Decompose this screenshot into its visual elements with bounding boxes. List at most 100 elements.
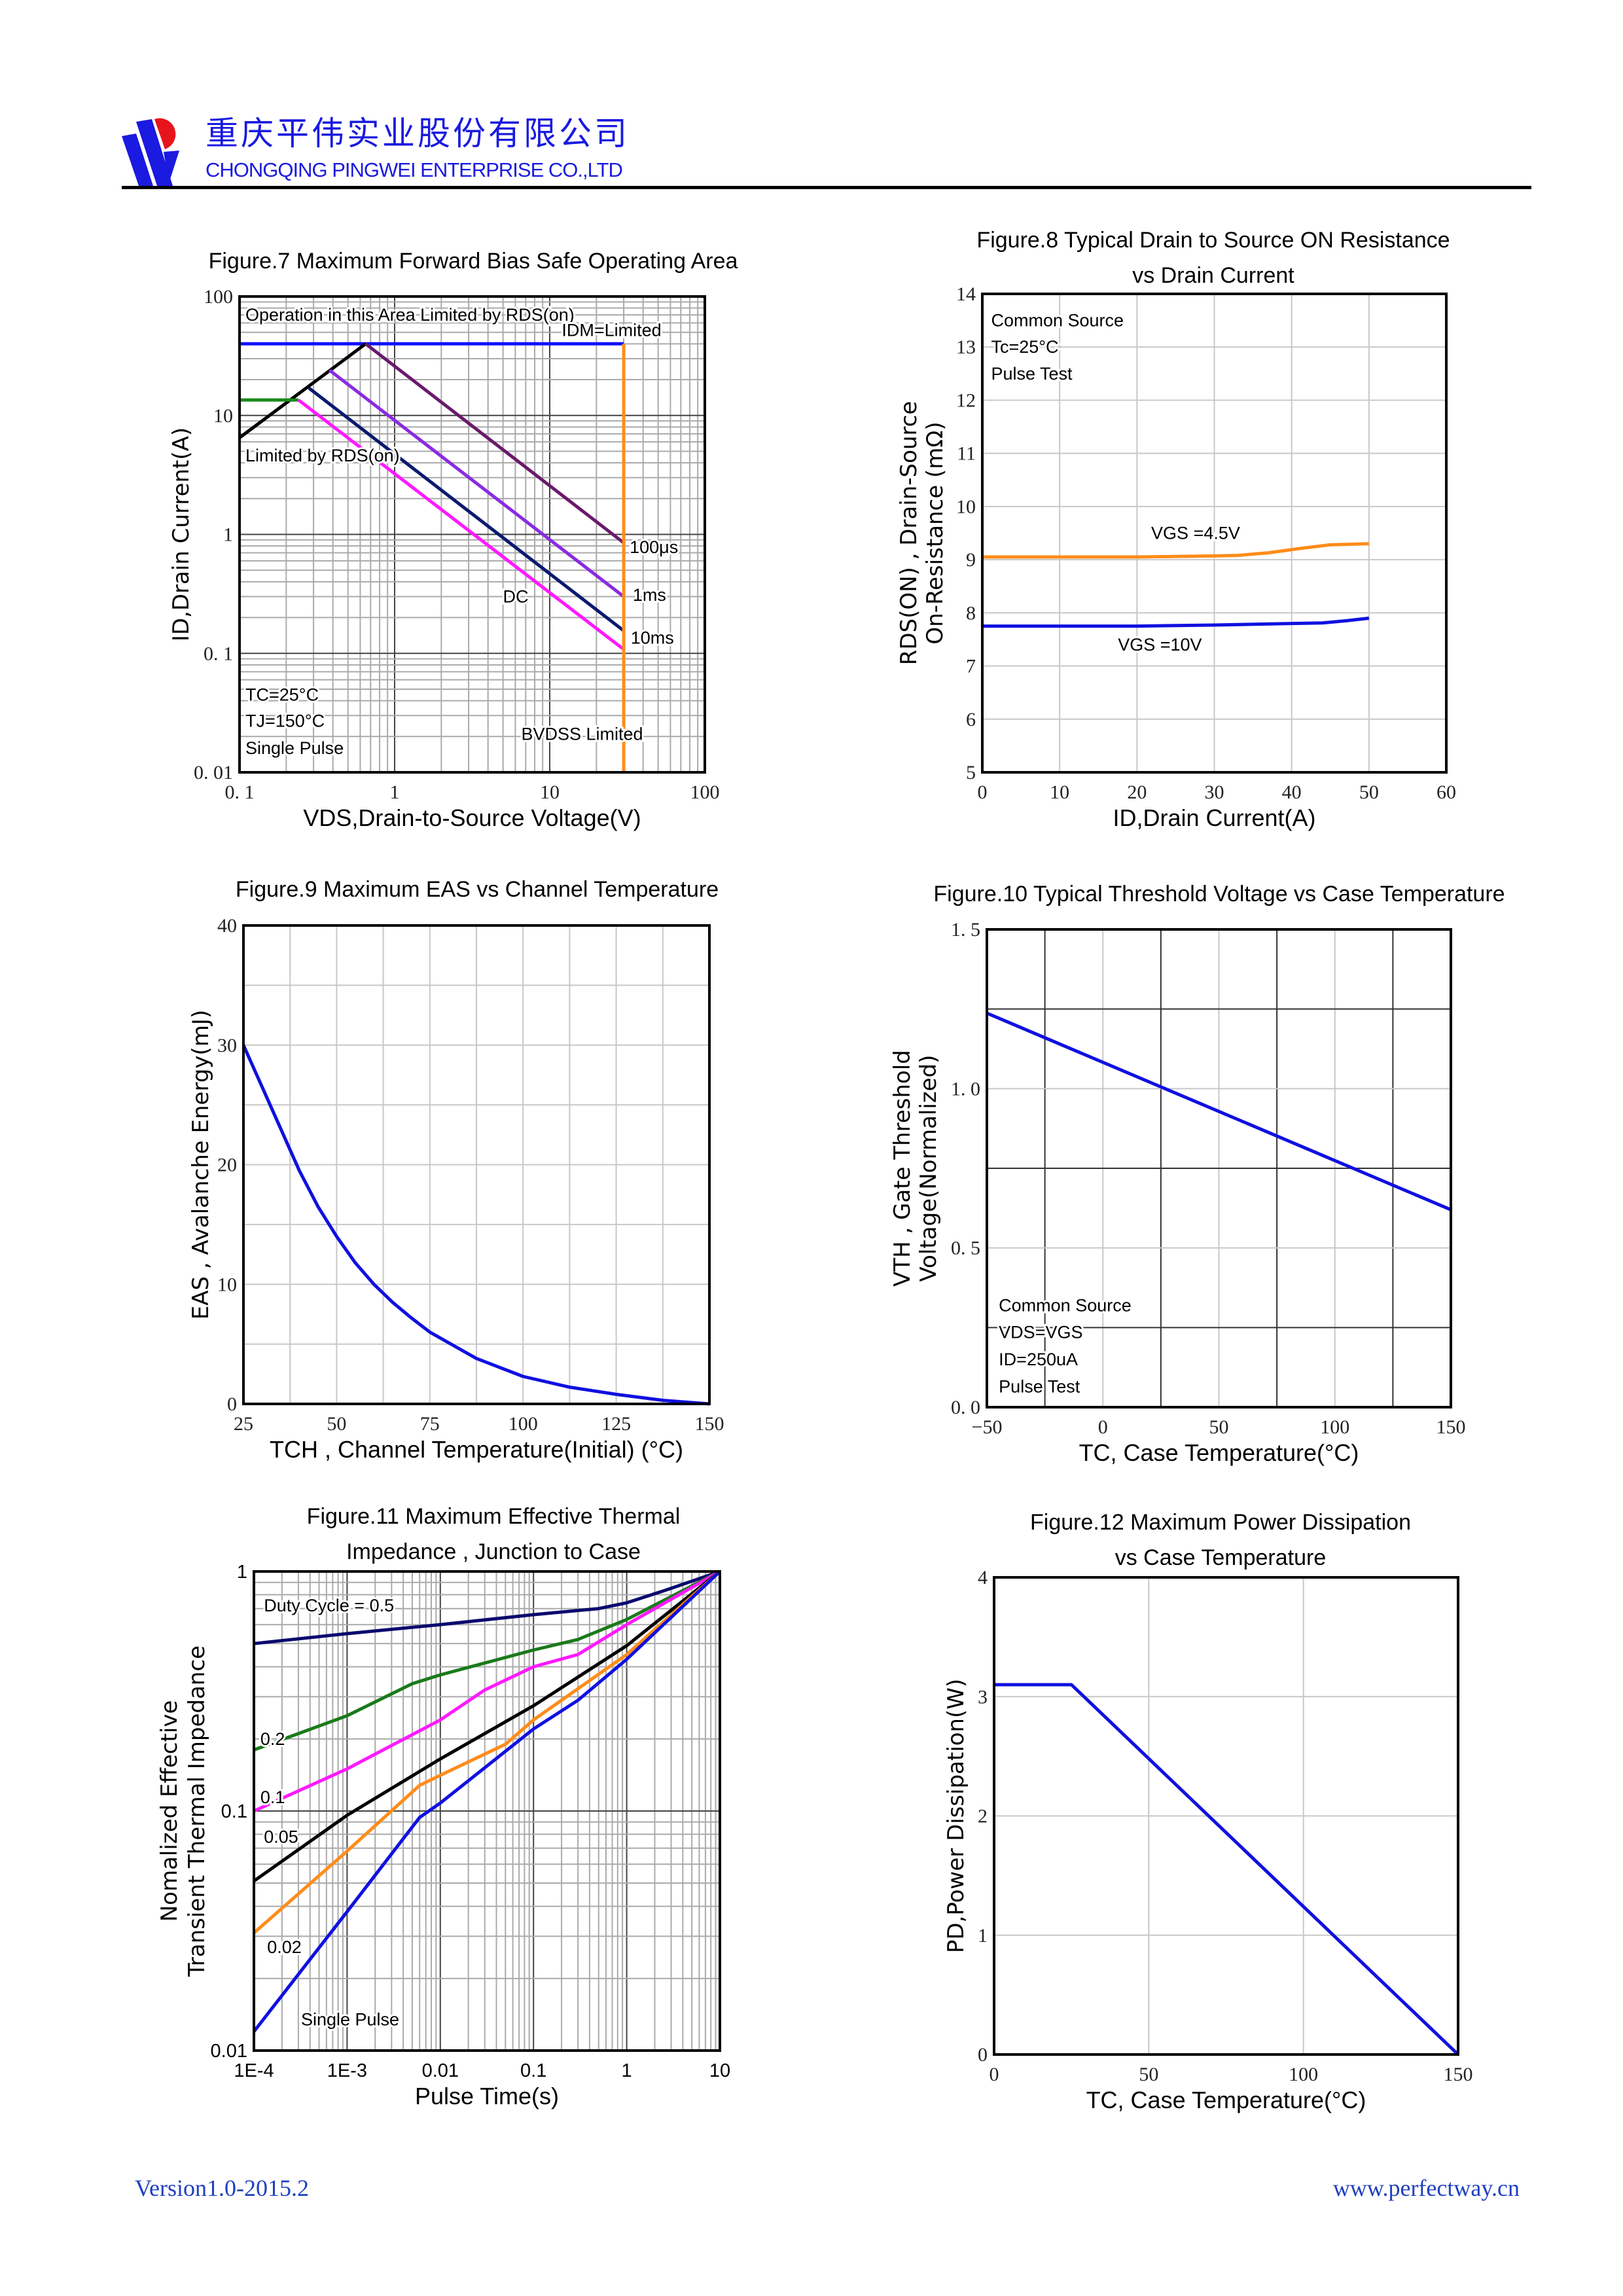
chart-title: Figure.9 Maximum EAS vs Channel Temperat… <box>236 877 719 902</box>
y-tick-label: 3 <box>978 1686 988 1708</box>
annotation-label: 100μs <box>630 537 678 557</box>
y-axis-label: ID,Drain Current(A) <box>168 427 194 641</box>
annotation-label: 10ms <box>631 628 674 648</box>
annotation-label: Pulse Test <box>991 364 1073 384</box>
series-line-0 <box>982 542 1369 559</box>
x-axis-label: VDS,Drain-to-Source Voltage(V) <box>303 804 641 831</box>
y-tick-label: 14 <box>956 283 976 305</box>
plot-frame <box>993 1576 1459 2056</box>
y-tick-label: 0. 1 <box>204 643 233 664</box>
x-tick-label: 0. 1 <box>225 781 255 803</box>
series-line-0 <box>253 1570 721 1645</box>
annotation-label: TC=25°C <box>245 685 319 704</box>
x-tick-label: 50 <box>1359 781 1379 803</box>
plot-frame <box>242 924 711 1405</box>
header-divider <box>122 186 1531 189</box>
annotation-label: 1ms <box>633 585 666 605</box>
x-tick-label: 0 <box>978 781 988 803</box>
y-tick-label: 0.01 <box>211 2041 247 2062</box>
chart-10: −50 0 50 100 150 0. 0 0. 5 1. 0 1. 5 Common Sourc… <box>889 882 1505 1466</box>
series-line-0 <box>241 1044 710 1406</box>
x-tick-label: 0 <box>990 2064 999 2085</box>
x-axis-label: Pulse Time(s) <box>415 2083 559 2109</box>
x-tick-label: 0.1 <box>520 2060 546 2081</box>
company-name-en: CHONGQING PINGWEI ENTERPRISE CO.,LTD <box>205 158 623 181</box>
y-axis-label: Voltage(Normalized) <box>916 1055 942 1282</box>
series-line-5 <box>253 1570 721 2033</box>
website-link[interactable]: www.perfectway.cn <box>1332 2175 1520 2201</box>
series-line-4 <box>253 1570 721 1935</box>
series-line-3 <box>365 342 625 545</box>
x-tick-label: 150 <box>695 1413 724 1435</box>
y-axis-label: EAS , Avalanche Energy(mJ) <box>188 1010 214 1319</box>
x-tick-label: 0 <box>1098 1416 1108 1438</box>
annotation-label: Tc=25°C <box>991 337 1058 357</box>
version-label: Version1.0-2015.2 <box>135 2175 309 2201</box>
y-tick-label: 6 <box>966 709 976 730</box>
y-tick-label: 0 <box>978 2044 988 2066</box>
chart-title: Figure.12 Maximum Power Dissipation <box>1030 1510 1411 1535</box>
x-tick-label: 0.01 <box>422 2060 459 2081</box>
y-tick-label: 0 <box>227 1393 237 1415</box>
y-tick-label: 20 <box>217 1155 237 1176</box>
y-axis-label: Transient Thermal Impedance <box>184 1645 210 1977</box>
x-tick-label: 50 <box>327 1413 346 1435</box>
series-line-2 <box>253 1570 721 1813</box>
y-tick-label: 12 <box>956 389 976 411</box>
x-tick-label: 125 <box>601 1413 631 1435</box>
y-tick-label: 5 <box>966 762 976 783</box>
x-tick-label: 1 <box>622 2060 632 2081</box>
y-tick-label: 10 <box>217 1274 237 1295</box>
chart-title: vs Drain Current <box>1132 263 1294 288</box>
x-tick-label: 1E-3 <box>327 2060 367 2081</box>
annotation-label: ID=250uA <box>999 1350 1078 1369</box>
x-tick-label: 1E-4 <box>234 2060 274 2081</box>
plot-frame <box>238 295 706 774</box>
series-line-0 <box>994 1683 1459 2056</box>
y-tick-label: 8 <box>966 602 976 624</box>
x-tick-label: 100 <box>1320 1416 1349 1438</box>
y-axis-label: On-Resistance (mΩ) <box>922 422 948 644</box>
chart-title: Figure.7 Maximum Forward Bias Safe Opera… <box>209 249 738 274</box>
x-tick-label: 150 <box>1444 2064 1473 2085</box>
annotation-label: VGS =4.5V <box>1151 524 1240 543</box>
y-axis-label: RDS(ON) , Drain-Source <box>896 401 922 666</box>
x-tick-label: 50 <box>1209 1416 1229 1438</box>
y-tick-label: 2 <box>978 1806 988 1827</box>
chart-title: Figure.8 Typical Drain to Source ON Resi… <box>976 228 1450 253</box>
y-tick-label: 100 <box>204 286 233 308</box>
y-tick-label: 10 <box>213 405 233 427</box>
x-tick-label: 100 <box>690 781 720 803</box>
annotation-label: Operation in this Area Limited by RDS(on… <box>245 305 575 325</box>
x-tick-label: 25 <box>234 1413 253 1435</box>
y-tick-label: 40 <box>217 915 237 937</box>
y-tick-label: 0. 0 <box>951 1397 980 1418</box>
annotation-label: VGS =10V <box>1118 635 1202 655</box>
y-axis-label: Nomalized Effective <box>156 1700 183 1922</box>
y-tick-label: 11 <box>957 443 976 465</box>
annotation-label: TJ=150°C <box>245 711 325 731</box>
x-axis-label: TCH , Channel Temperature(Initial) (°C) <box>270 1436 683 1463</box>
y-axis-label: VTH , Gate Threshold <box>889 1050 916 1287</box>
x-tick-label: 10 <box>709 2060 730 2081</box>
y-tick-label: 0. 01 <box>194 762 233 783</box>
y-tick-label: 0.1 <box>221 1801 247 1822</box>
y-tick-label: 1 <box>978 1925 988 1946</box>
series-line-4 <box>328 368 625 598</box>
y-tick-label: 1 <box>223 524 233 546</box>
series-line-0 <box>986 1011 1452 1211</box>
x-tick-label: 10 <box>1050 781 1069 803</box>
x-tick-label: −50 <box>972 1416 1003 1438</box>
annotation-label: Single Pulse <box>245 738 344 758</box>
x-tick-label: 150 <box>1436 1416 1466 1438</box>
annotation-label: Single Pulse <box>301 2009 399 2029</box>
x-tick-label: 30 <box>1205 781 1224 803</box>
y-tick-label: 30 <box>217 1035 237 1056</box>
company-logo <box>122 118 179 186</box>
y-tick-label: 9 <box>966 549 976 571</box>
y-tick-label: 1. 0 <box>951 1078 980 1100</box>
x-tick-label: 100 <box>508 1413 538 1435</box>
x-axis-label: TC, Case Temperature(°C) <box>1086 2087 1366 2113</box>
